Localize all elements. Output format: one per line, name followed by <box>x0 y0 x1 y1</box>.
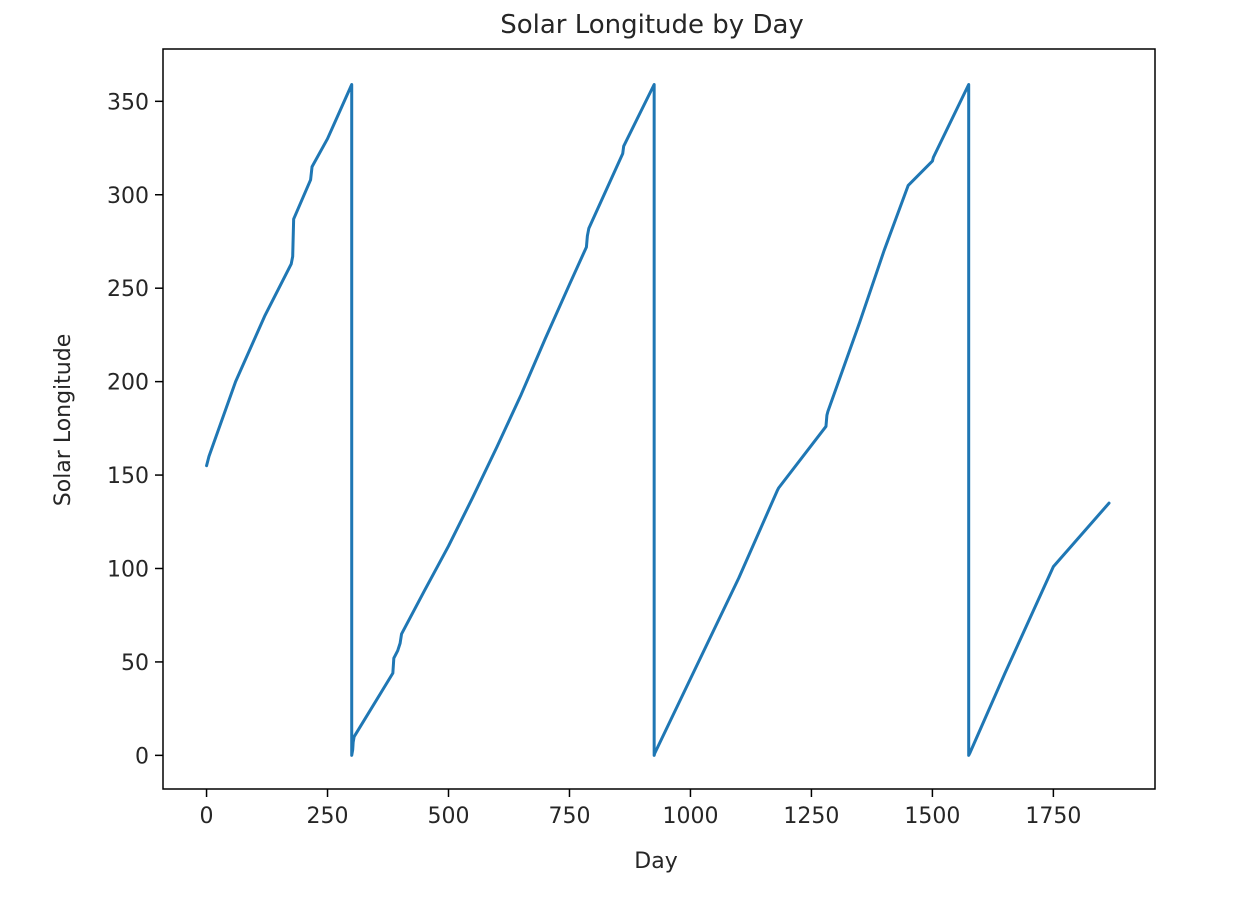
x-axis-ticks: 0 250 500 750 1000 1250 1500 1750 <box>200 789 1081 829</box>
plot-frame <box>162 48 1156 790</box>
x-axis-label: Day <box>634 849 677 874</box>
x-tick-label: 1750 <box>1025 804 1081 829</box>
y-tick-label: 250 <box>107 277 149 302</box>
y-axis-ticks: 0 50 100 150 200 250 300 350 <box>107 90 163 769</box>
x-tick-label: 1500 <box>904 804 960 829</box>
y-axis-label: Solar Longitude <box>51 334 76 506</box>
x-tick-label: 500 <box>428 804 470 829</box>
x-tick-label: 0 <box>200 804 214 829</box>
x-tick-label: 1250 <box>783 804 839 829</box>
y-tick-label: 300 <box>107 184 149 209</box>
x-tick-label: 1000 <box>662 804 718 829</box>
y-tick-label: 50 <box>121 651 149 676</box>
y-tick-label: 200 <box>107 371 149 396</box>
y-tick-label: 350 <box>107 90 149 115</box>
series-line <box>205 83 1111 757</box>
x-tick-label: 750 <box>548 804 590 829</box>
chart-title: Solar Longitude by Day <box>500 10 804 40</box>
y-tick-label: 150 <box>107 464 149 489</box>
y-tick-label: 0 <box>135 744 149 769</box>
y-tick-label: 100 <box>107 557 149 582</box>
x-tick-label: 250 <box>307 804 349 829</box>
